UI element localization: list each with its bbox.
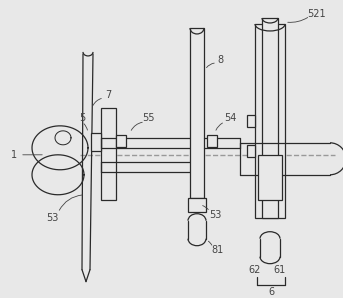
Bar (116, 135, 126, 147)
Text: 54: 54 (224, 113, 236, 123)
Bar (190, 28, 204, 198)
Bar (247, 115, 255, 127)
Bar (101, 108, 116, 200)
Text: 61: 61 (274, 265, 286, 275)
Bar (207, 135, 217, 147)
Bar (188, 198, 206, 212)
Bar (91, 133, 101, 151)
Text: 521: 521 (308, 9, 326, 19)
Text: 62: 62 (249, 265, 261, 275)
Text: 53: 53 (46, 213, 58, 223)
Text: 55: 55 (142, 113, 154, 123)
Text: 5: 5 (79, 113, 85, 123)
Text: 6: 6 (268, 287, 274, 297)
Text: 1: 1 (11, 150, 17, 160)
Text: 81: 81 (212, 245, 224, 255)
Bar (262, 18, 278, 218)
Bar (247, 145, 255, 157)
Text: 7: 7 (105, 90, 111, 100)
Bar (258, 155, 282, 200)
Text: 8: 8 (217, 55, 223, 65)
Text: 53: 53 (209, 210, 221, 220)
Bar (255, 24, 285, 218)
